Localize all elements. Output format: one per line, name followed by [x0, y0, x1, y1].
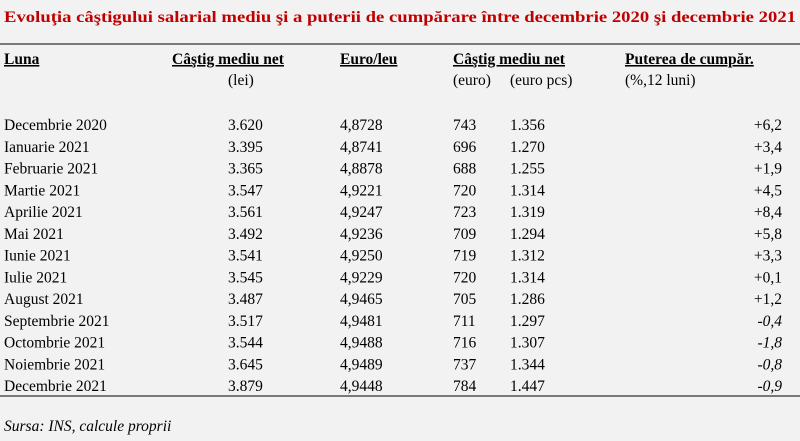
month: Aprilie 2021 [4, 204, 83, 221]
column-unit: (euro) [453, 72, 491, 89]
net-euro: 709 [453, 226, 477, 243]
net-lei: 3.545 [228, 269, 263, 286]
column-header: Luna [4, 51, 40, 68]
purchasing-power: +6,2 [754, 117, 782, 134]
purchasing-power: +4,5 [754, 182, 782, 199]
eur-ron: 4,8878 [340, 161, 383, 178]
purchasing-power: +8,4 [754, 204, 782, 221]
month: Iunie 2021 [4, 248, 71, 265]
purchasing-power: +5,8 [754, 226, 782, 243]
net-lei: 3.395 [228, 139, 263, 156]
eur-ron: 4,9229 [340, 269, 383, 286]
source: Sursa: INS, calcule proprii [4, 418, 171, 435]
eur-ron: 4,9481 [340, 313, 383, 330]
purchasing-power: +1,2 [754, 291, 782, 308]
eur-ron: 4,9247 [340, 204, 383, 221]
net-euro: 784 [453, 378, 477, 395]
purchasing-power: +3,3 [754, 248, 782, 265]
month: Octombrie 2021 [4, 335, 105, 352]
eur-ron: 4,9488 [340, 335, 383, 352]
net-euro: 716 [453, 335, 477, 352]
month: Septembrie 2021 [4, 313, 109, 330]
purchasing-power: +0,1 [754, 269, 782, 286]
net-lei: 3.541 [228, 248, 263, 265]
net-lei: 3.879 [228, 378, 263, 395]
month: Martie 2021 [4, 182, 80, 199]
purchasing-power: -0,4 [757, 313, 782, 330]
eur-ron: 4,8741 [340, 139, 383, 156]
eur-ron: 4,9489 [340, 356, 383, 373]
net-euro: 723 [453, 204, 477, 221]
eur-ron: 4,9221 [340, 182, 383, 199]
net-euro: 696 [453, 139, 477, 156]
net-lei: 3.487 [228, 291, 263, 308]
month: Ianuarie 2021 [4, 139, 90, 156]
net-lei: 3.561 [228, 204, 263, 221]
month: Decembrie 2021 [4, 378, 107, 395]
eur-ron: 4,9448 [340, 378, 383, 395]
net-euro: 719 [453, 248, 477, 265]
purchasing-power: -0,8 [757, 356, 782, 373]
column-unit: (%,12 luni) [625, 72, 696, 89]
net-euro: 720 [453, 269, 477, 286]
net-euro: 705 [453, 291, 477, 308]
net-euro-pps: 1.314 [510, 182, 545, 199]
column-header: Puterea de cumpăr. [625, 51, 754, 68]
title: Evoluţia câştigului salarial mediu şi a … [4, 9, 796, 26]
net-euro-pps: 1.297 [510, 313, 545, 330]
net-euro-pps: 1.255 [510, 161, 545, 178]
net-euro-pps: 1.447 [510, 378, 545, 395]
net-euro-pps: 1.312 [510, 248, 545, 265]
net-euro-pps: 1.344 [510, 356, 545, 373]
net-lei: 3.517 [228, 313, 263, 330]
month: Iulie 2021 [4, 269, 67, 286]
net-euro-pps: 1.314 [510, 269, 545, 286]
eur-ron: 4,8728 [340, 117, 383, 134]
net-euro: 711 [453, 313, 476, 330]
month: Mai 2021 [4, 226, 64, 243]
net-euro: 720 [453, 182, 477, 199]
column-header: Câştig mediu net [172, 51, 285, 68]
net-lei: 3.544 [228, 335, 263, 352]
purchasing-power: -1,8 [757, 335, 782, 352]
net-euro-pps: 1.319 [510, 204, 545, 221]
eur-ron: 4,9250 [340, 248, 383, 265]
net-lei: 3.492 [228, 226, 263, 243]
month: August 2021 [4, 291, 84, 308]
net-lei: 3.365 [228, 161, 263, 178]
net-euro-pps: 1.286 [510, 291, 545, 308]
net-lei: 3.547 [228, 182, 263, 199]
column-unit: (euro pcs) [510, 72, 572, 89]
net-euro-pps: 1.356 [510, 117, 545, 134]
net-euro: 688 [453, 161, 477, 178]
purchasing-power: +3,4 [754, 139, 782, 156]
net-lei: 3.645 [228, 356, 263, 373]
net-euro: 743 [453, 117, 477, 134]
eur-ron: 4,9236 [340, 226, 383, 243]
net-lei: 3.620 [228, 117, 263, 134]
column-unit: (lei) [228, 72, 254, 89]
column-header: Câştig mediu net [453, 51, 566, 68]
month: Noiembrie 2021 [4, 356, 105, 373]
month: Decembrie 2020 [4, 117, 107, 134]
month: Februarie 2021 [4, 161, 98, 178]
net-euro-pps: 1.294 [510, 226, 545, 243]
net-euro-pps: 1.307 [510, 335, 545, 352]
purchasing-power: -0,9 [757, 378, 782, 395]
purchasing-power: +1,9 [754, 161, 782, 178]
column-header: Euro/leu [340, 51, 398, 68]
eur-ron: 4,9465 [340, 291, 383, 308]
net-euro: 737 [453, 356, 477, 373]
net-euro-pps: 1.270 [510, 139, 545, 156]
